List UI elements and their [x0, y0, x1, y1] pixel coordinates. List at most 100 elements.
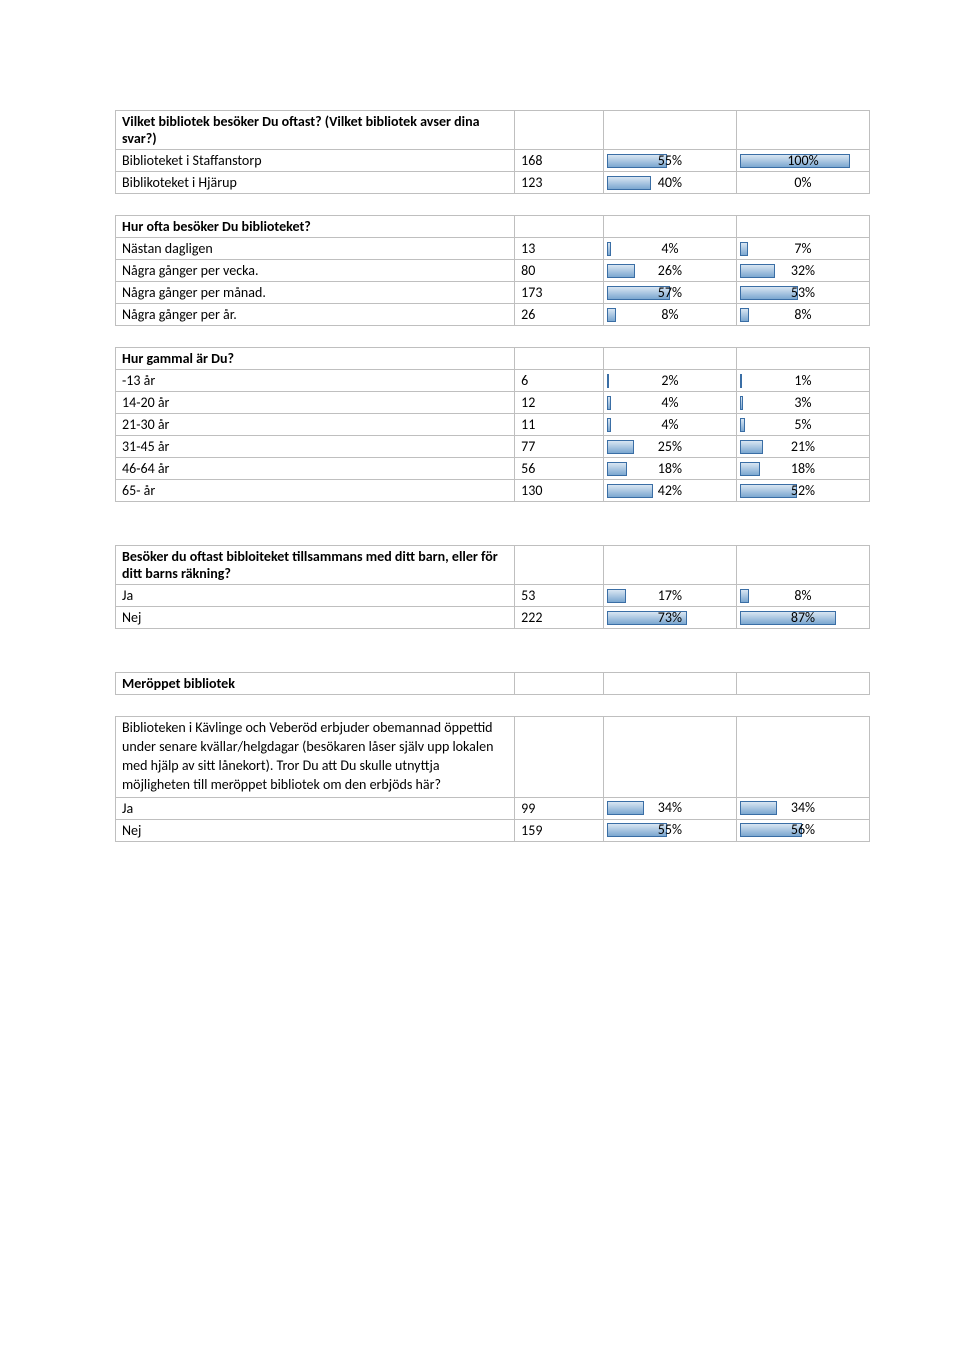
- section-header-label: Meröppet bibliotek: [116, 673, 515, 695]
- bar-cell: 18%: [736, 458, 869, 480]
- table-row: 46-64 år5618%18%: [116, 458, 870, 480]
- row-label: Några gånger per vecka.: [116, 260, 515, 282]
- bar-label: 42%: [604, 482, 736, 500]
- bar-label: 17%: [604, 587, 736, 605]
- bar-cell: 57%: [603, 282, 736, 304]
- row-count: 12: [515, 392, 604, 414]
- bar-label: 55%: [604, 821, 736, 839]
- table-row: -13 år62%1%: [116, 370, 870, 392]
- row-count: 80: [515, 260, 604, 282]
- row-label: Nästan dagligen: [116, 238, 515, 260]
- bar-cell: 17%: [603, 585, 736, 607]
- bar-cell: 40%: [603, 172, 736, 194]
- table-row: 21-30 år114%5%: [116, 414, 870, 436]
- row-count: 168: [515, 150, 604, 172]
- table-row: Nej15955%56%: [116, 819, 870, 841]
- row-label: Biblioteket i Staffanstorp: [116, 150, 515, 172]
- bar-label: 18%: [604, 460, 736, 478]
- row-label: Nej: [116, 607, 515, 629]
- bar-label: 3%: [737, 394, 869, 412]
- bar-cell: 55%: [603, 150, 736, 172]
- row-count: 26: [515, 304, 604, 326]
- bar-cell: 3%: [736, 392, 869, 414]
- bar-cell: 34%: [603, 797, 736, 819]
- bar-label: 8%: [604, 306, 736, 324]
- row-label: Biblikoteket i Hjärup: [116, 172, 515, 194]
- row-count: 130: [515, 480, 604, 502]
- table-row: 14-20 år124%3%: [116, 392, 870, 414]
- section-gap: [116, 629, 870, 673]
- row-count: 53: [515, 585, 604, 607]
- bar-cell: 18%: [603, 458, 736, 480]
- bar-cell: 4%: [603, 392, 736, 414]
- bar-label: 73%: [604, 609, 736, 627]
- bar-label: 4%: [604, 416, 736, 434]
- row-label: Några gånger per månad.: [116, 282, 515, 304]
- bar-cell: 42%: [603, 480, 736, 502]
- bar-label: 8%: [737, 587, 869, 605]
- bar-label: 0%: [737, 174, 869, 192]
- row-count: 11: [515, 414, 604, 436]
- bar-label: 7%: [737, 240, 869, 258]
- row-count: 6: [515, 370, 604, 392]
- bar-label: 34%: [737, 799, 869, 817]
- row-count: 56: [515, 458, 604, 480]
- row-count: 77: [515, 436, 604, 458]
- bar-cell: 87%: [736, 607, 869, 629]
- table-row: 31-45 år7725%21%: [116, 436, 870, 458]
- bar-label: 2%: [604, 372, 736, 390]
- bar-label: 40%: [604, 174, 736, 192]
- bar-cell: 4%: [603, 238, 736, 260]
- bar-label: 8%: [737, 306, 869, 324]
- survey-table: Vilket bibliotek besöker Du oftast? (Vil…: [115, 110, 870, 842]
- row-count: 99: [515, 797, 604, 819]
- section-header: Meröppet bibliotek: [116, 673, 870, 695]
- bar-cell: 8%: [736, 585, 869, 607]
- bar-label: 25%: [604, 438, 736, 456]
- section-header: Besöker du oftast bibloiteket tillsamman…: [116, 546, 870, 585]
- table-row: 65- år13042%52%: [116, 480, 870, 502]
- bar-cell: 1%: [736, 370, 869, 392]
- row-label: 14-20 år: [116, 392, 515, 414]
- section-gap: [116, 502, 870, 546]
- bar-label: 57%: [604, 284, 736, 302]
- bar-label: 1%: [737, 372, 869, 390]
- table-row: Några gånger per år.268%8%: [116, 304, 870, 326]
- bar-cell: 21%: [736, 436, 869, 458]
- row-label: Nej: [116, 819, 515, 841]
- row-label: 31-45 år: [116, 436, 515, 458]
- table-row: Nästan dagligen134%7%: [116, 238, 870, 260]
- row-label: 21-30 år: [116, 414, 515, 436]
- section-subtext-row: Biblioteken i Kävlinge och Veberöd erbju…: [116, 717, 870, 798]
- section-gap: [116, 194, 870, 216]
- bar-label: 18%: [737, 460, 869, 478]
- bar-label: 4%: [604, 394, 736, 412]
- section-gap: [116, 695, 870, 717]
- bar-cell: 52%: [736, 480, 869, 502]
- section-header: Vilket bibliotek besöker Du oftast? (Vil…: [116, 111, 870, 150]
- row-label: Ja: [116, 797, 515, 819]
- table-row: Några gånger per månad.17357%53%: [116, 282, 870, 304]
- section-header-label: Hur ofta besöker Du biblioteket?: [116, 216, 515, 238]
- bar-cell: 4%: [603, 414, 736, 436]
- bar-cell: 32%: [736, 260, 869, 282]
- section-header-label: Hur gammal är Du?: [116, 348, 515, 370]
- bar-label: 56%: [737, 821, 869, 839]
- table-row: Några gånger per vecka.8026%32%: [116, 260, 870, 282]
- bar-label: 53%: [737, 284, 869, 302]
- row-count: 173: [515, 282, 604, 304]
- bar-cell: 8%: [736, 304, 869, 326]
- row-label: -13 år: [116, 370, 515, 392]
- bar-cell: 25%: [603, 436, 736, 458]
- row-label: Ja: [116, 585, 515, 607]
- bar-cell: 26%: [603, 260, 736, 282]
- bar-cell: 7%: [736, 238, 869, 260]
- bar-label: 26%: [604, 262, 736, 280]
- bar-label: 52%: [737, 482, 869, 500]
- bar-cell: 73%: [603, 607, 736, 629]
- bar-cell: 34%: [736, 797, 869, 819]
- section-header: Hur ofta besöker Du biblioteket?: [116, 216, 870, 238]
- row-count: 13: [515, 238, 604, 260]
- bar-cell: 8%: [603, 304, 736, 326]
- row-count: 159: [515, 819, 604, 841]
